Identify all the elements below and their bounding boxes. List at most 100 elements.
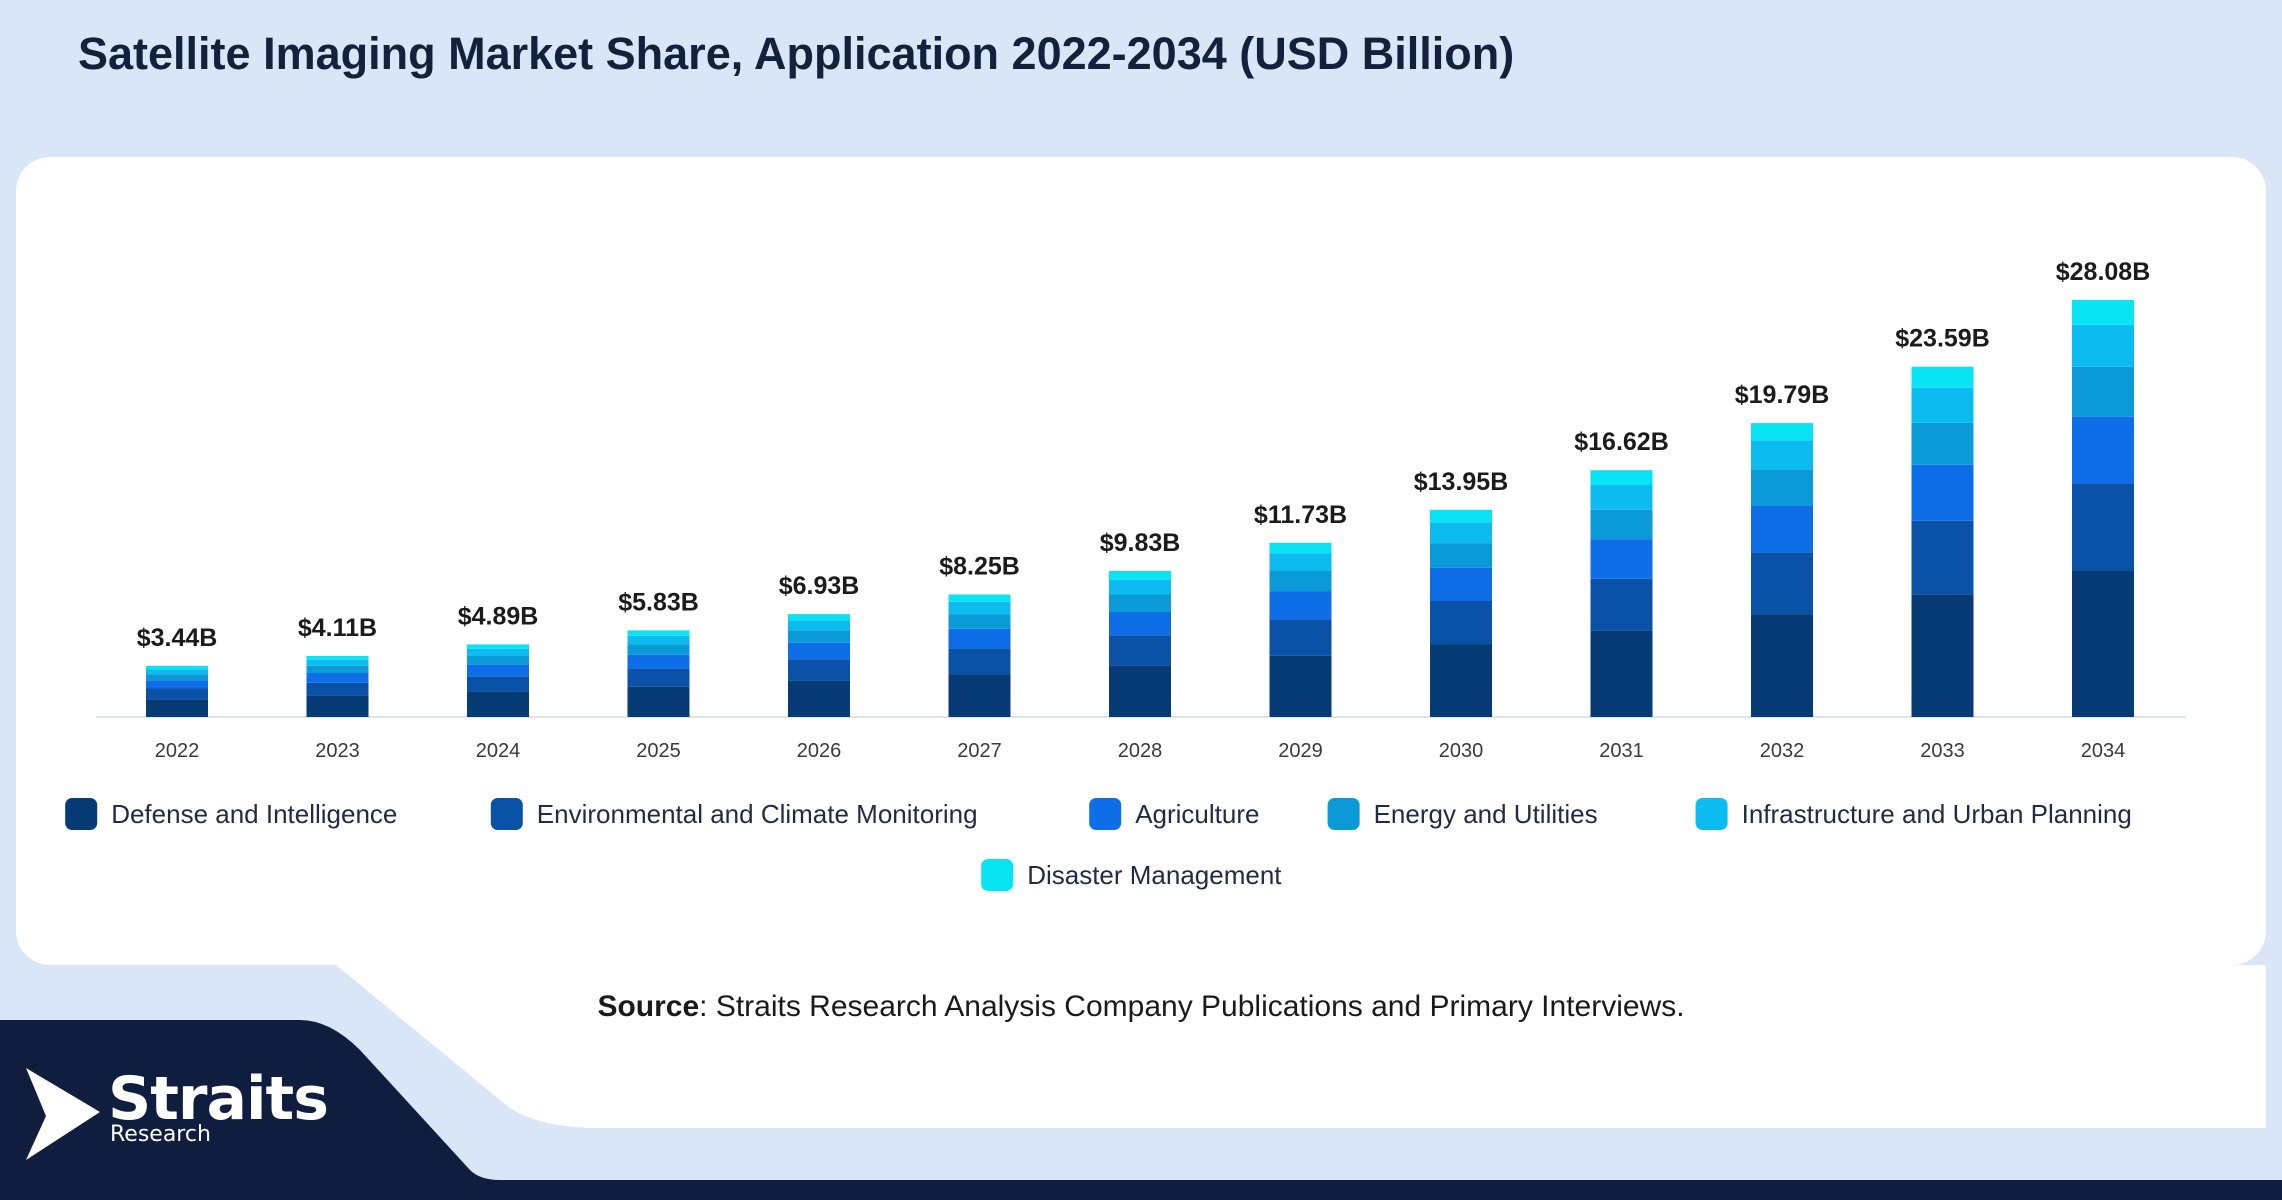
bar-segment-2022-2: [146, 688, 208, 700]
chart-card: [16, 157, 2266, 965]
legend-swatch-3: [1089, 798, 1122, 830]
bar-segment-2024-5: [467, 648, 529, 656]
bar-segment-2029-5: [1269, 553, 1332, 571]
bar-segment-2022-5: [146, 669, 208, 675]
bar-segment-2032-5: [1751, 440, 1813, 470]
total-label-2026: $6.93B: [779, 572, 860, 600]
legend-label-2: Environmental and Climate Monitoring: [537, 799, 978, 829]
bar-segment-2026-6: [788, 614, 850, 621]
legend-label-5: Infrastructure and Urban Planning: [1742, 799, 2132, 829]
legend-swatch-5: [1695, 798, 1728, 830]
total-label-2033: $23.59B: [1895, 325, 1990, 353]
bar-segment-2026-5: [788, 620, 850, 631]
total-label-2029: $11.73B: [1254, 501, 1347, 529]
bar-segment-2028-5: [1109, 579, 1171, 595]
bar-segment-2028-3: [1109, 612, 1171, 636]
bar-segment-2024-6: [467, 644, 529, 649]
bar-segment-2025-5: [627, 635, 690, 645]
bar-segment-2031-3: [1590, 539, 1653, 579]
bar-segment-2028-2: [1109, 635, 1171, 666]
bar-segment-2023-3: [306, 673, 369, 683]
bar-segment-2027-2: [948, 648, 1011, 675]
bar-segment-2030-3: [1430, 567, 1492, 601]
bar-segment-2033-5: [1911, 387, 1974, 423]
source-text: : Straits Research Analysis Company Publ…: [699, 990, 1685, 1023]
bar-segment-2029-6: [1269, 542, 1332, 554]
bar-segment-2031-1: [1590, 630, 1653, 717]
bar-segment-2025-1: [627, 686, 690, 717]
bar-segment-2029-2: [1269, 619, 1332, 656]
total-label-2031: $16.62B: [1574, 428, 1669, 456]
bar-segment-2030-6: [1430, 509, 1492, 523]
bar-segment-2022-3: [146, 680, 208, 689]
bar-segment-2031-4: [1590, 509, 1653, 540]
bar-segment-2034-1: [2072, 571, 2134, 717]
legend-swatch-2: [490, 798, 523, 830]
bar-segment-2034-4: [2072, 366, 2134, 417]
x-tick-label-2027: 2027: [957, 740, 1002, 762]
bar-segment-2033-6: [1911, 366, 1974, 388]
bar-segment-2033-1: [1911, 594, 1974, 717]
total-label-2030: $13.95B: [1414, 468, 1509, 496]
legend-swatch-1: [65, 798, 98, 830]
bar-segment-2025-3: [627, 654, 690, 669]
bar-segment-2034-2: [2072, 483, 2134, 571]
bar-segment-2025-2: [627, 668, 690, 687]
bar-segment-2029-3: [1269, 591, 1332, 620]
bar-segment-2029-4: [1269, 570, 1332, 592]
bar-segment-2028-4: [1109, 594, 1171, 612]
straits-logo-icon: [26, 1068, 100, 1160]
x-tick-label-2023: 2023: [315, 740, 360, 762]
bar-segment-2028-1: [1109, 665, 1171, 717]
legend-swatch-6: [981, 859, 1014, 891]
legend-swatch-4: [1327, 798, 1360, 830]
x-tick-label-2033: 2033: [1920, 740, 1965, 762]
x-tick-label-2025: 2025: [636, 740, 681, 762]
bar-segment-2028-6: [1109, 571, 1171, 580]
bar-segment-2033-2: [1911, 520, 1974, 595]
x-tick-label-2030: 2030: [1439, 740, 1484, 762]
card-extension: [250, 960, 2266, 1128]
bar-segment-2030-5: [1430, 522, 1492, 544]
bar-segment-2022-4: [146, 674, 208, 681]
x-tick-label-2026: 2026: [797, 740, 842, 762]
bar-segment-2032-4: [1751, 470, 1813, 506]
total-label-2034: $28.08B: [2056, 258, 2151, 286]
x-tick-label-2032: 2032: [1760, 740, 1805, 762]
bar-segment-2027-5: [948, 601, 1011, 615]
bar-segment-2024-4: [467, 656, 529, 665]
logo-subtitle: Research: [110, 1122, 211, 1147]
chart-title: Satellite Imaging Market Share, Applicat…: [78, 28, 1515, 79]
bar-segment-2034-6: [2072, 300, 2134, 325]
source-label: Source: [597, 990, 700, 1023]
bar-segment-2027-4: [948, 614, 1011, 629]
bar-segment-2023-5: [306, 659, 369, 666]
legend-label-6: Disaster Management: [1027, 860, 1282, 890]
bar-segment-2023-6: [306, 656, 369, 660]
bar-segment-2024-1: [467, 691, 529, 717]
source-note: Source: Straits Research Analysis Compan…: [0, 990, 2282, 1024]
bar-segment-2030-1: [1430, 644, 1492, 717]
bar-segment-2027-1: [948, 674, 1011, 717]
legend-label-1: Defense and Intelligence: [111, 799, 397, 829]
bar-segment-2027-3: [948, 628, 1011, 649]
bar-segment-2023-1: [306, 695, 369, 717]
bar-segment-2034-5: [2072, 324, 2134, 367]
bar-segment-2030-4: [1430, 543, 1492, 568]
bar-segment-2032-3: [1751, 505, 1813, 553]
total-label-2024: $4.89B: [458, 602, 539, 630]
x-tick-label-2024: 2024: [476, 740, 521, 762]
bar-segment-2026-3: [788, 642, 850, 660]
bar-segment-2031-2: [1590, 578, 1653, 631]
bar-segment-2033-3: [1911, 464, 1974, 521]
bar-segment-2030-2: [1430, 601, 1492, 645]
total-label-2025: $5.83B: [618, 588, 699, 616]
bar-segment-2024-2: [467, 676, 529, 692]
total-label-2023: $4.11B: [298, 614, 377, 642]
bar-segment-2022-6: [146, 665, 208, 670]
total-label-2032: $19.79B: [1735, 381, 1830, 409]
bar-segment-2022-1: [146, 699, 208, 717]
logo-wordmark: Straits: [108, 1064, 329, 1134]
